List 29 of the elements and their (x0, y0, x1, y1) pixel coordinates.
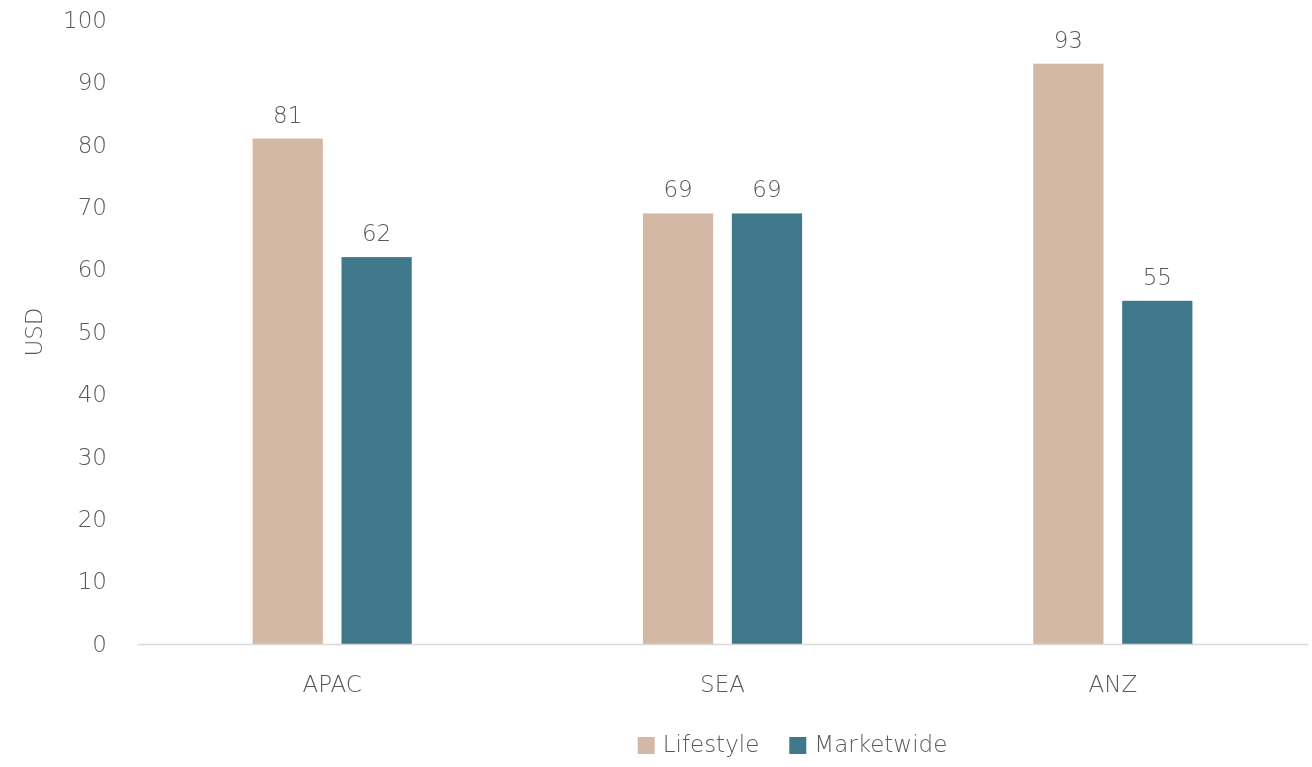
y-tick-label: 0 (92, 630, 107, 657)
y-axis-title: USD (21, 307, 47, 357)
y-tick-label: 90 (77, 69, 107, 96)
y-tick-label: 10 (77, 568, 107, 595)
y-tick-label: 30 (77, 443, 107, 470)
y-tick-label: 40 (77, 381, 107, 408)
bar (1033, 63, 1104, 644)
data-label: 81 (273, 101, 303, 128)
data-label: 93 (1053, 26, 1084, 53)
x-tick-label: SEA (700, 671, 745, 698)
legend-label: Lifestyle (662, 731, 760, 757)
data-label: 69 (663, 176, 693, 203)
legend-label: Marketwide (814, 731, 948, 757)
data-label: 69 (752, 176, 782, 203)
data-label: 62 (361, 220, 392, 247)
x-tick-label: APAC (302, 671, 362, 698)
x-tick-label: ANZ (1088, 671, 1138, 698)
bar (252, 138, 323, 644)
y-tick-label: 80 (77, 131, 107, 158)
bar (731, 213, 803, 644)
y-tick-label: 50 (77, 318, 107, 345)
bar (341, 257, 412, 644)
y-tick-label: 60 (77, 256, 107, 283)
y-tick-label: 20 (77, 506, 107, 533)
data-label: 55 (1142, 263, 1172, 290)
y-tick-label: 100 (63, 6, 107, 33)
bar (1122, 300, 1193, 644)
y-tick-label: 70 (77, 194, 107, 221)
bar (642, 213, 714, 644)
